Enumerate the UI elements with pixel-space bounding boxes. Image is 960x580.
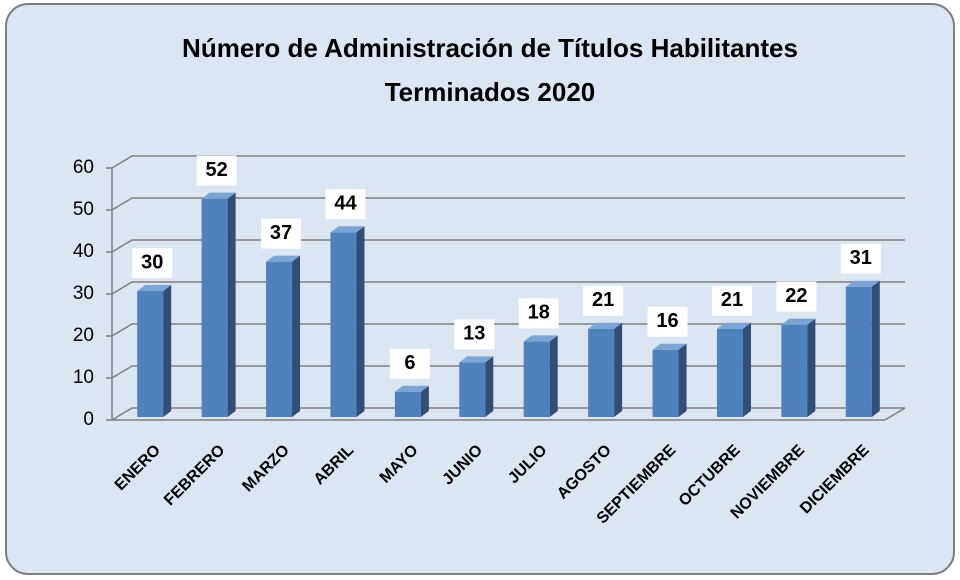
data-label: 18	[528, 302, 550, 324]
data-label-box	[840, 243, 881, 274]
grid-line	[111, 155, 905, 169]
chart-title: Terminados 2020	[385, 77, 596, 107]
bar-face	[266, 261, 293, 417]
bar	[459, 356, 494, 417]
bar	[137, 285, 172, 417]
data-label-box	[196, 155, 237, 186]
bar-face	[614, 322, 623, 417]
bar-face	[201, 198, 228, 417]
data-label: 52	[206, 159, 228, 181]
bar-face	[330, 232, 357, 417]
data-label: 21	[592, 289, 614, 311]
bar-face	[781, 318, 816, 325]
grid-line	[111, 281, 905, 295]
y-tick-label: 30	[73, 283, 94, 304]
data-label-box	[776, 281, 817, 312]
data-label-box	[325, 189, 366, 220]
data-label: 16	[656, 310, 678, 332]
bar-face	[394, 391, 421, 417]
bar-face	[137, 291, 164, 417]
bar-face	[588, 328, 615, 417]
data-label: 44	[334, 192, 357, 214]
data-label-box	[518, 298, 559, 329]
bar-face	[652, 343, 687, 350]
bar-face	[742, 322, 751, 417]
bar-face	[459, 356, 494, 363]
bar-face	[871, 280, 880, 417]
data-label: 22	[785, 285, 807, 307]
data-label: 21	[721, 289, 743, 311]
data-label-box	[132, 248, 173, 278]
bar-face	[227, 192, 236, 417]
bar-face	[781, 324, 808, 417]
bar-face	[523, 341, 550, 417]
bar	[781, 318, 816, 417]
grid-line	[111, 365, 905, 379]
grid-line	[111, 407, 905, 421]
bar-face	[201, 192, 236, 199]
y-tick-label: 60	[73, 157, 94, 178]
bar-face	[716, 322, 751, 329]
bar-face	[807, 318, 816, 417]
y-tick-label: 40	[73, 241, 94, 262]
data-label-box	[647, 306, 688, 337]
bar	[588, 322, 623, 417]
bar	[716, 322, 751, 417]
chart-title: Número de Administración de Títulos Habi…	[182, 33, 798, 63]
bar-face	[292, 255, 301, 417]
bar	[266, 255, 301, 417]
bar-face	[523, 335, 558, 342]
data-label: 37	[270, 222, 292, 244]
grid-line	[111, 323, 905, 337]
bar-face	[678, 343, 687, 417]
y-tick-label: 10	[73, 367, 94, 388]
y-tick-label: 0	[83, 409, 94, 430]
data-label-box	[583, 285, 624, 316]
bar-face	[485, 356, 494, 417]
data-label: 6	[404, 352, 415, 374]
data-label: 31	[850, 247, 872, 269]
chart-panel	[5, 3, 955, 575]
bar-face	[459, 362, 486, 417]
bar-face	[266, 255, 301, 262]
bar-face	[137, 285, 172, 291]
bar-face	[330, 226, 365, 233]
y-tick-label: 20	[73, 325, 94, 346]
data-label-box	[711, 285, 752, 316]
bar-face	[716, 328, 743, 417]
bar	[523, 335, 558, 417]
bar-face	[845, 280, 880, 287]
bar-face	[394, 385, 429, 392]
bar-face	[549, 335, 558, 417]
data-label-box	[454, 319, 495, 350]
y-tick-label: 50	[73, 199, 94, 220]
bar-face	[163, 285, 172, 417]
grid-line	[111, 239, 905, 253]
bar-face	[588, 322, 623, 329]
floor-right	[884, 407, 906, 421]
bar	[330, 226, 365, 417]
bar	[652, 343, 687, 417]
bar	[394, 385, 429, 417]
bar-face	[356, 226, 365, 417]
data-label-box	[261, 218, 302, 249]
bar-face	[420, 385, 429, 417]
bar	[201, 192, 236, 417]
bar	[845, 280, 880, 417]
bar-face	[845, 286, 872, 417]
data-label: 30	[141, 251, 163, 273]
bar-face	[652, 349, 679, 417]
data-label: 13	[463, 323, 485, 345]
data-label-box	[389, 348, 430, 379]
grid-line	[111, 197, 905, 211]
